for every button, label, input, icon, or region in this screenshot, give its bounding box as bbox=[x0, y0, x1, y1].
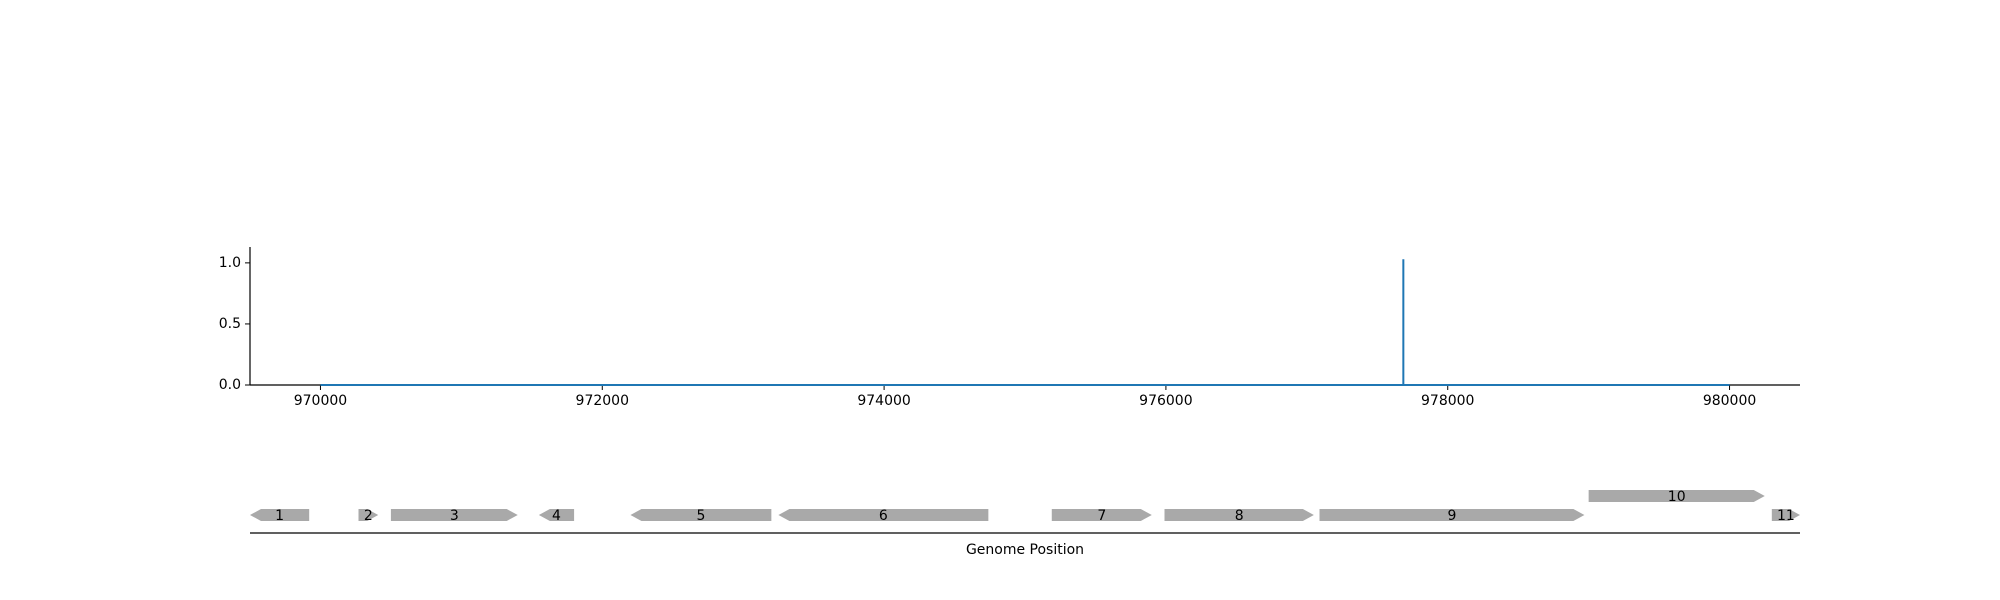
gene-9: 9 bbox=[1319, 508, 1585, 524]
x-axis-ticks: 970000 972000 974000 976000 978000 980000 bbox=[294, 385, 1756, 409]
gene-arrow bbox=[390, 509, 518, 521]
x-tick-label: 972000 bbox=[576, 393, 629, 409]
gene-label: 8 bbox=[1235, 508, 1244, 524]
gene-arrow bbox=[1588, 490, 1765, 502]
x-tick-label: 978000 bbox=[1421, 393, 1474, 409]
y-tick-label: 0.0 bbox=[219, 377, 241, 393]
gene-label: 10 bbox=[1668, 489, 1686, 505]
gene-3: 3 bbox=[390, 508, 518, 524]
gene-arrow bbox=[538, 509, 575, 521]
gene-arrow bbox=[1164, 509, 1314, 521]
gene-track-xlabel: Genome Position bbox=[966, 542, 1084, 558]
y-tick-label: 1.0 bbox=[219, 255, 241, 271]
x-tick-label: 970000 bbox=[294, 393, 347, 409]
gene-arrow bbox=[1771, 509, 1800, 521]
gene-label: 5 bbox=[696, 508, 705, 524]
gene-features: 1 2 3 4 5 6 7 8 9 10 11 bbox=[250, 489, 1800, 524]
gene-track: 1 2 3 4 5 6 7 8 9 10 11 Genome Position bbox=[250, 489, 1800, 558]
gene-5: 5 bbox=[630, 508, 772, 524]
x-tick-label: 974000 bbox=[857, 393, 910, 409]
gene-10: 10 bbox=[1588, 489, 1765, 505]
y-tick-label: 0.5 bbox=[219, 316, 241, 332]
gene-label: 7 bbox=[1097, 508, 1106, 524]
gene-2: 2 bbox=[358, 508, 379, 524]
coverage-plot: 0.0 0.5 1.0 970000 972000 974000 976000 978000… bbox=[219, 247, 1800, 409]
gene-arrow bbox=[358, 509, 379, 521]
gene-label: 6 bbox=[879, 508, 888, 524]
gene-arrow bbox=[1051, 509, 1152, 521]
gene-arrow bbox=[1319, 509, 1585, 521]
gene-label: 2 bbox=[364, 508, 373, 524]
gene-arrow bbox=[250, 509, 310, 521]
x-tick-label: 976000 bbox=[1139, 393, 1192, 409]
gene-arrow bbox=[630, 509, 772, 521]
gene-7: 7 bbox=[1051, 508, 1152, 524]
coverage-line bbox=[320, 259, 1730, 386]
gene-label: 11 bbox=[1777, 508, 1795, 524]
coverage-series bbox=[320, 259, 1730, 386]
y-axis-ticks: 0.0 0.5 1.0 bbox=[219, 255, 250, 393]
gene-1: 1 bbox=[250, 508, 310, 524]
gene-label: 9 bbox=[1447, 508, 1456, 524]
gene-6: 6 bbox=[778, 508, 989, 524]
gene-11: 11 bbox=[1771, 508, 1800, 524]
gene-8: 8 bbox=[1164, 508, 1314, 524]
gene-label: 3 bbox=[450, 508, 459, 524]
gene-label: 1 bbox=[275, 508, 284, 524]
gene-arrow bbox=[778, 509, 989, 521]
gene-4: 4 bbox=[538, 508, 575, 524]
x-tick-label: 980000 bbox=[1703, 393, 1756, 409]
gene-label: 4 bbox=[552, 508, 561, 524]
